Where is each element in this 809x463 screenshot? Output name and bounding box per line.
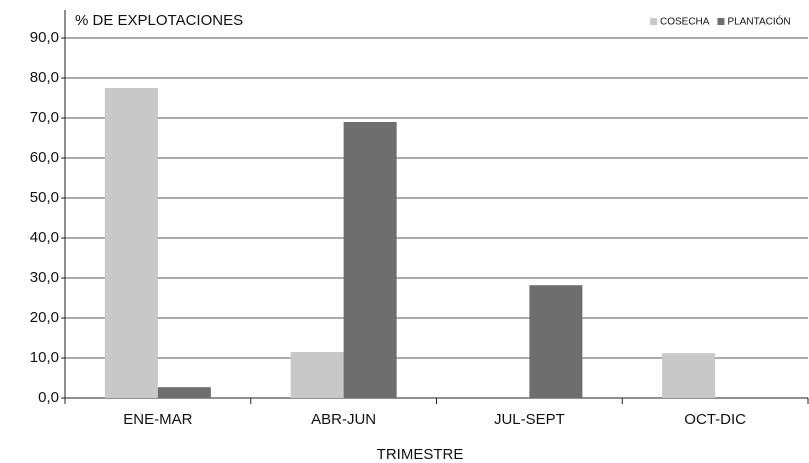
bar [157,387,211,398]
bar [343,122,397,398]
y-tick-label: 90,0 [30,29,59,46]
bar [104,88,158,398]
x-tick-label: JUL-SEPT [494,411,565,428]
y-tick-label: 20,0 [30,309,59,326]
legend-swatch [650,18,657,25]
y-tick-label: 10,0 [30,349,59,366]
legend-swatch [717,18,725,25]
y-tick-label: 70,0 [30,109,59,126]
y-tick-label: 80,0 [30,69,59,86]
x-tick-label: ENE-MAR [123,411,192,428]
y-tick-label: 60,0 [30,149,59,166]
bar [662,353,716,398]
legend-label: COSECHA [660,17,710,28]
x-axis-label: TRIMESTRE [377,446,464,463]
bar [290,352,344,398]
x-tick-label: ABR-JUN [311,411,376,428]
y-tick-label: 40,0 [30,229,59,246]
legend-label: PLANTACIÓN [727,15,790,28]
chart-title: % DE EXPLOTACIONES [75,12,243,29]
x-tick-label: OCT-DIC [684,411,746,428]
y-tick-label: 30,0 [30,269,59,286]
y-tick-label: 50,0 [30,189,59,206]
y-tick-label: 0,0 [38,389,59,406]
bar [529,285,583,398]
